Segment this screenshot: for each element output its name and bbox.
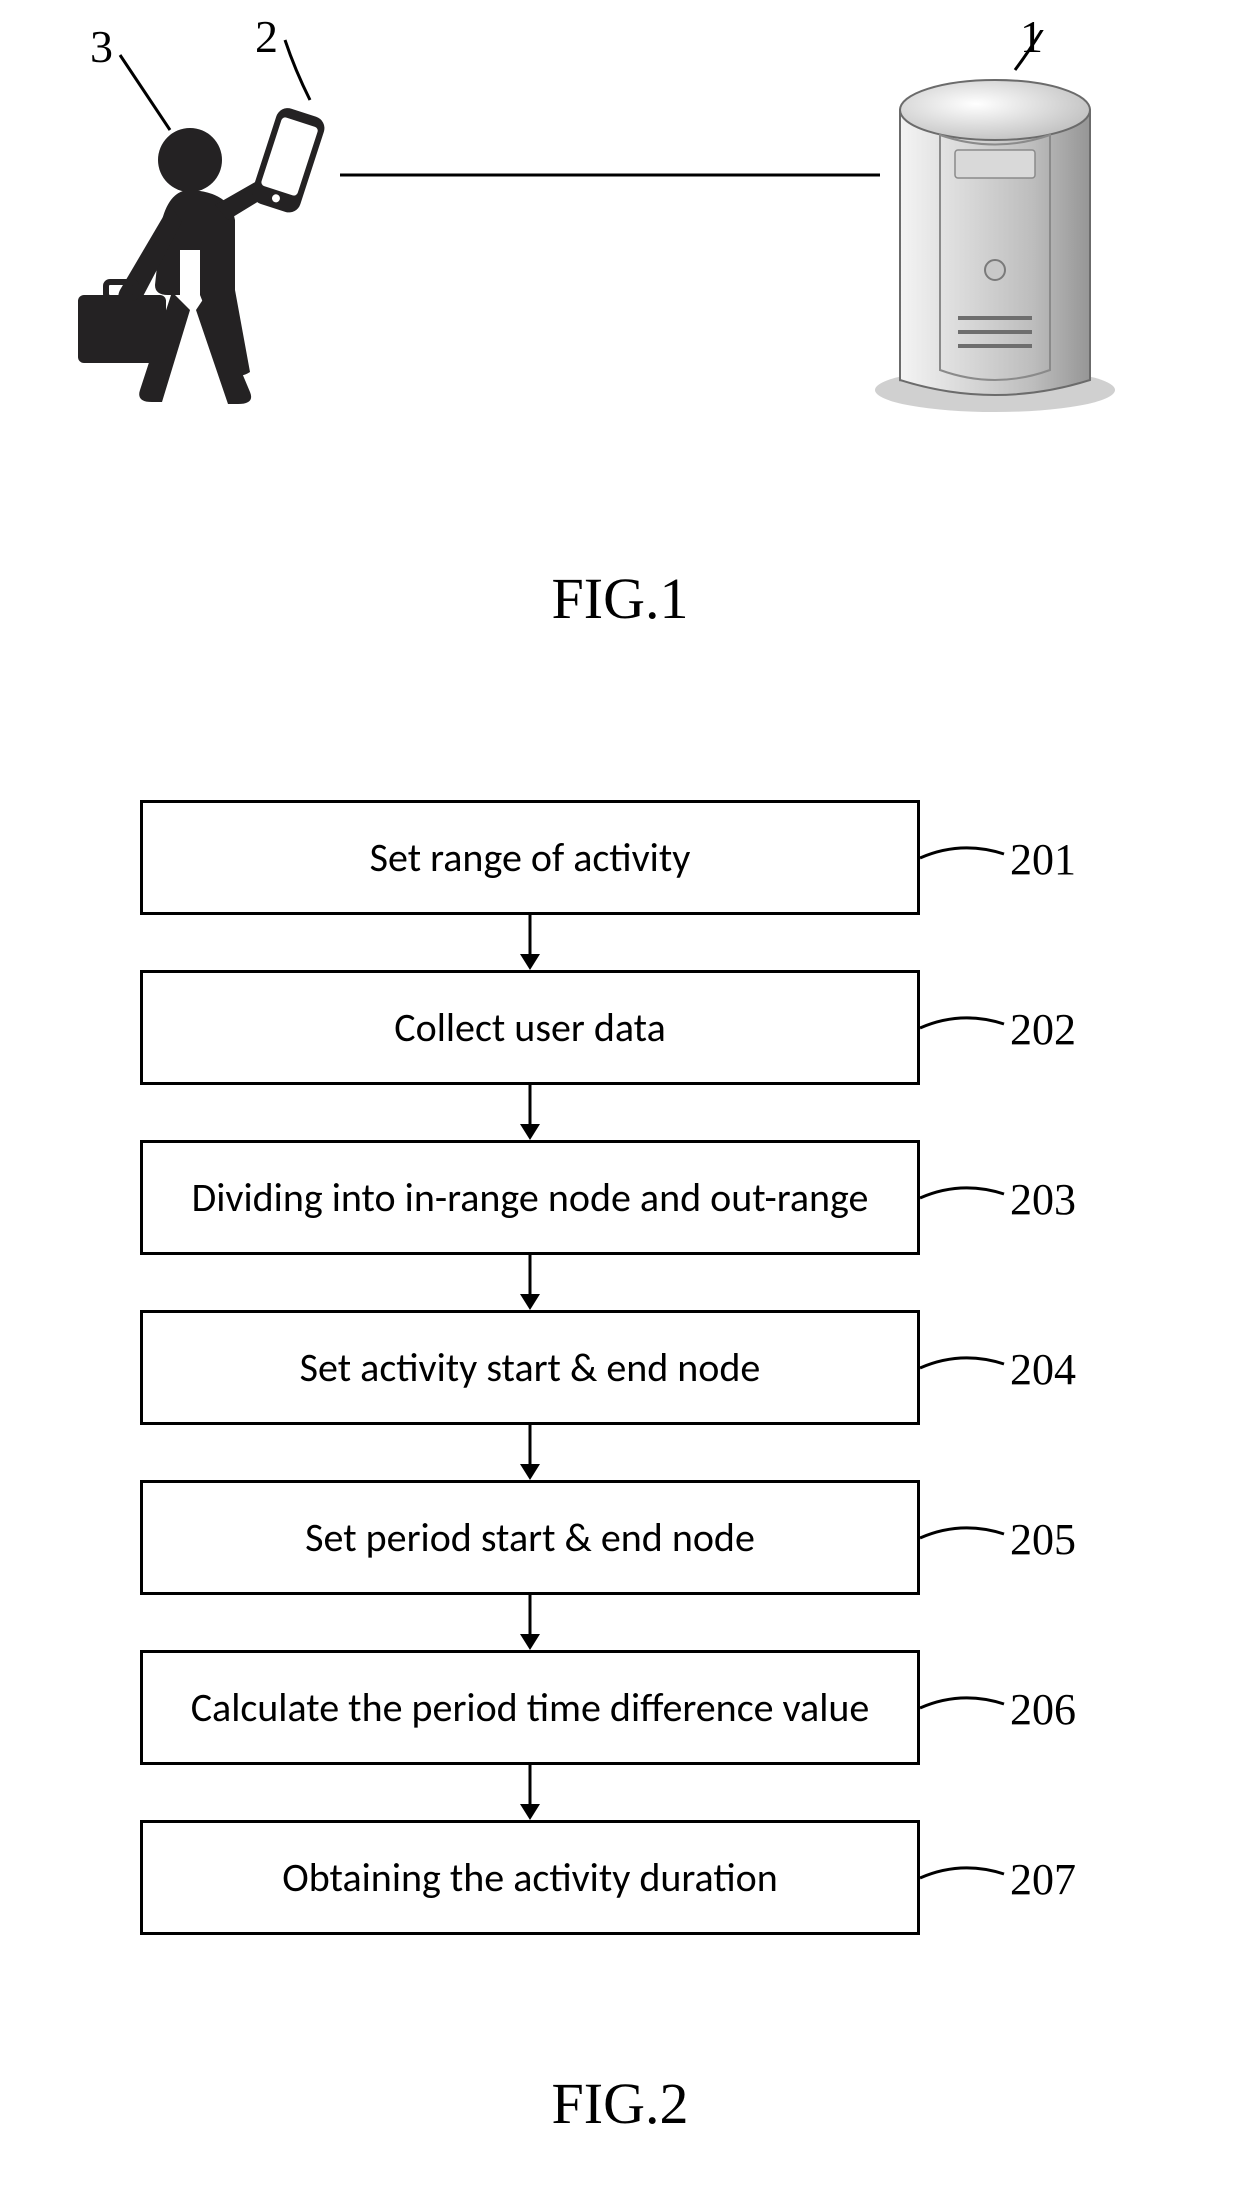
flow-arrow-5 [515, 1593, 545, 1652]
figure-2: Set range of activity 201 Collect user dat… [140, 800, 1140, 1990]
ref-num-3: 3 [90, 20, 113, 73]
flow-step-2: Collect user data [140, 970, 920, 1085]
flow-step-3: Dividing into in-range node and out-rang… [140, 1140, 920, 1255]
flow-arrow-2 [515, 1083, 545, 1142]
leader-201 [916, 830, 1016, 890]
flow-arrow-3 [515, 1253, 545, 1312]
flow-ref-206: 206 [1010, 1684, 1076, 1735]
fig1-caption: FIG.1 [0, 565, 1240, 632]
flow-step-4: Set activity start & end node [140, 1310, 920, 1425]
leader-202 [916, 1000, 1016, 1060]
flow-ref-205: 205 [1010, 1514, 1076, 1565]
leader-2 [285, 40, 310, 100]
figure-1: 1 2 3 [60, 30, 1180, 580]
flow-ref-203: 203 [1010, 1174, 1076, 1225]
flow-arrow-6 [515, 1763, 545, 1822]
flow-arrow-4 [515, 1423, 545, 1482]
flow-step-5: Set period start & end node [140, 1480, 920, 1595]
leader-205 [916, 1510, 1016, 1570]
server-icon [875, 80, 1115, 412]
ref-num-1: 1 [1020, 10, 1043, 63]
fig1-svg [60, 30, 1180, 450]
leader-204 [916, 1340, 1016, 1400]
fig2-caption: FIG.2 [0, 2070, 1240, 2137]
flow-step-6: Calculate the period time difference val… [140, 1650, 920, 1765]
leader-3 [120, 55, 170, 130]
leader-203 [916, 1170, 1016, 1230]
phone-icon [249, 105, 327, 216]
ref-num-2: 2 [255, 10, 278, 63]
flow-step-1: Set range of activity [140, 800, 920, 915]
flow-ref-207: 207 [1010, 1854, 1076, 1905]
flow-arrow-1 [515, 913, 545, 972]
flow-ref-204: 204 [1010, 1344, 1076, 1395]
flow-step-7: Obtaining the activity duration [140, 1820, 920, 1935]
flow-ref-202: 202 [1010, 1004, 1076, 1055]
leader-206 [916, 1680, 1016, 1740]
leader-207 [916, 1850, 1016, 1910]
flow-ref-201: 201 [1010, 834, 1076, 885]
